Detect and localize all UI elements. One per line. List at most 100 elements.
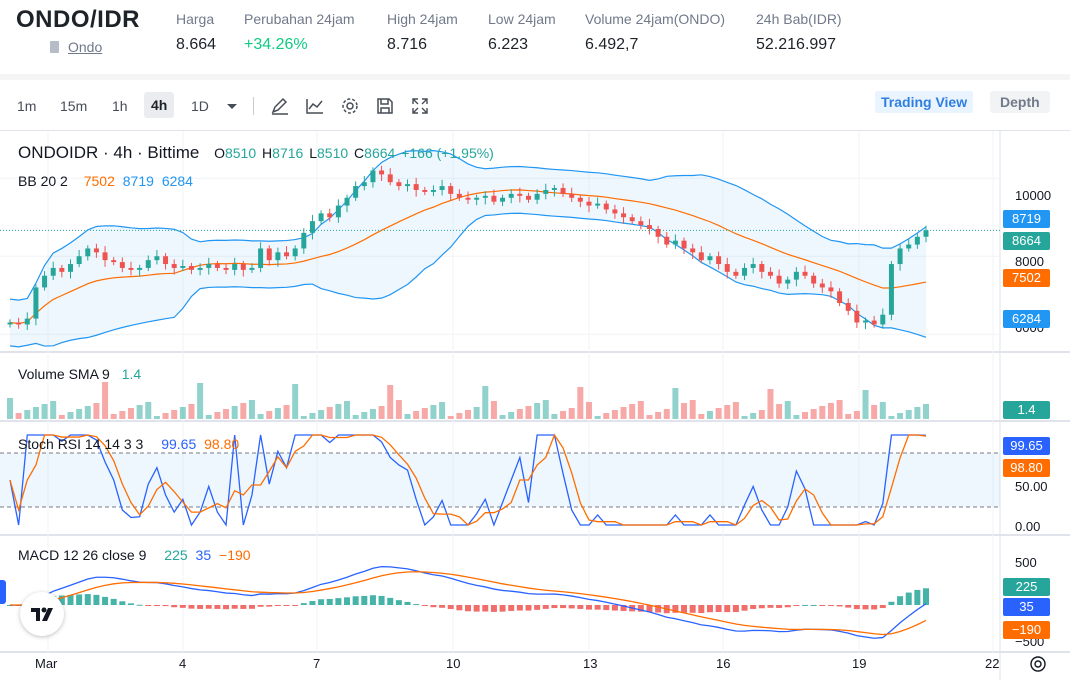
chevron-down-icon[interactable] [225,97,239,115]
macd-histogram-bar [490,605,497,612]
fullscreen-icon[interactable] [410,97,430,115]
macd-histogram-bar [776,605,783,608]
macd-histogram-bar [404,601,411,605]
candle [396,182,402,187]
draw-icon[interactable] [270,97,290,115]
macd-histogram-bar [681,605,688,613]
volume-bar [836,400,843,419]
macd-histogram-bar [447,605,454,610]
macd-histogram-bar [369,595,376,605]
macd-histogram-bar [672,605,679,613]
candle [716,256,722,265]
indicator-icon[interactable] [305,97,325,115]
volume-bar [7,398,13,419]
interval-15m[interactable]: 15m [60,98,88,114]
macd-histogram-bar [318,599,325,605]
volume-bar [188,404,195,419]
volume-bar [620,407,627,419]
volume-bar [793,415,800,419]
volume-bar [110,414,117,419]
volume-bar [646,415,653,419]
candle [733,271,739,276]
volume-bar [274,408,281,419]
candle [508,193,514,198]
symbol-legend: ONDOIDR · 4h · Bittime O8510 H8716 L8510… [18,143,494,163]
volume-bar [292,384,299,419]
candlestick-chart[interactable] [0,131,1070,680]
candle [180,265,186,268]
candle [456,193,462,198]
volume-bar [223,409,230,419]
candle [137,267,143,270]
macd-histogram-bar [145,605,152,606]
interval-1m[interactable]: 1m [17,98,37,114]
symbol-title: ONDOIDR · 4h · Bittime [18,143,200,162]
interval-4h[interactable]: 4h [144,92,175,118]
candle [292,248,298,257]
candle [638,221,644,226]
macd-histogram-bar [741,605,748,611]
depth-button[interactable]: Depth [990,91,1050,113]
time-label-22: 22 [985,656,1000,671]
interval-1d[interactable]: 1D [191,98,209,114]
volume-bar [715,408,722,419]
macd-histogram-bar [827,605,834,606]
candle [482,195,488,198]
candle [258,248,264,268]
candle [828,287,834,292]
candle [379,170,385,175]
interval-1h[interactable]: 1h [112,98,128,114]
volume-bar [421,408,428,419]
candle [586,201,592,206]
macd-histogram-bar [767,605,774,608]
candle [759,264,765,272]
candle [785,279,791,284]
save-icon[interactable] [375,97,395,115]
bb-upper-line [9,150,927,301]
candle [629,217,635,222]
volume-bar [136,405,143,419]
candle [413,184,419,190]
volume-bar [585,402,592,419]
macd-line [9,566,927,639]
volume-bar [127,408,134,419]
settings-gear-icon[interactable] [1029,655,1047,673]
candle [59,267,65,272]
volume-bar [551,414,558,419]
candle [888,264,894,315]
bb-lower-tag: 6284 [1003,310,1050,328]
macd-histogram-bar [309,601,316,605]
volume-bar [525,406,532,419]
time-label-16: 16 [716,656,731,671]
volume-bar [672,388,679,419]
macd-histogram-bar [923,588,929,605]
trading-view-button[interactable]: Trading View [875,91,974,113]
bb-basis-tag: 7502 [1003,269,1050,287]
candle [67,264,73,272]
candle [560,188,566,194]
asset-name-link[interactable]: Ondo [68,39,103,55]
macd-histogram-bar [344,597,351,605]
candle [742,267,748,276]
document-icon [50,41,59,53]
volume-bar [413,411,420,419]
side-collapse-handle[interactable] [0,580,6,604]
candle [232,264,238,270]
change-value: +166 (+1.95%) [401,145,494,161]
volume-bar [508,412,515,419]
candle [128,267,134,270]
volume-bar [490,401,497,419]
candle [534,193,540,200]
volume-legend: Volume SMA 9 1.4 [18,366,142,382]
stat-low-24h: Low 24jam 6.223 [488,11,556,53]
macd-histogram-bar [871,605,878,610]
candle [50,267,56,276]
settings-icon[interactable] [340,97,360,115]
candle [569,193,575,198]
candle [837,291,843,304]
macd-histogram-bar [655,605,662,613]
macd-histogram-bar [456,605,463,611]
volume-bar [41,404,48,419]
volume-bar [516,409,523,419]
macd-histogram-bar [387,597,394,605]
